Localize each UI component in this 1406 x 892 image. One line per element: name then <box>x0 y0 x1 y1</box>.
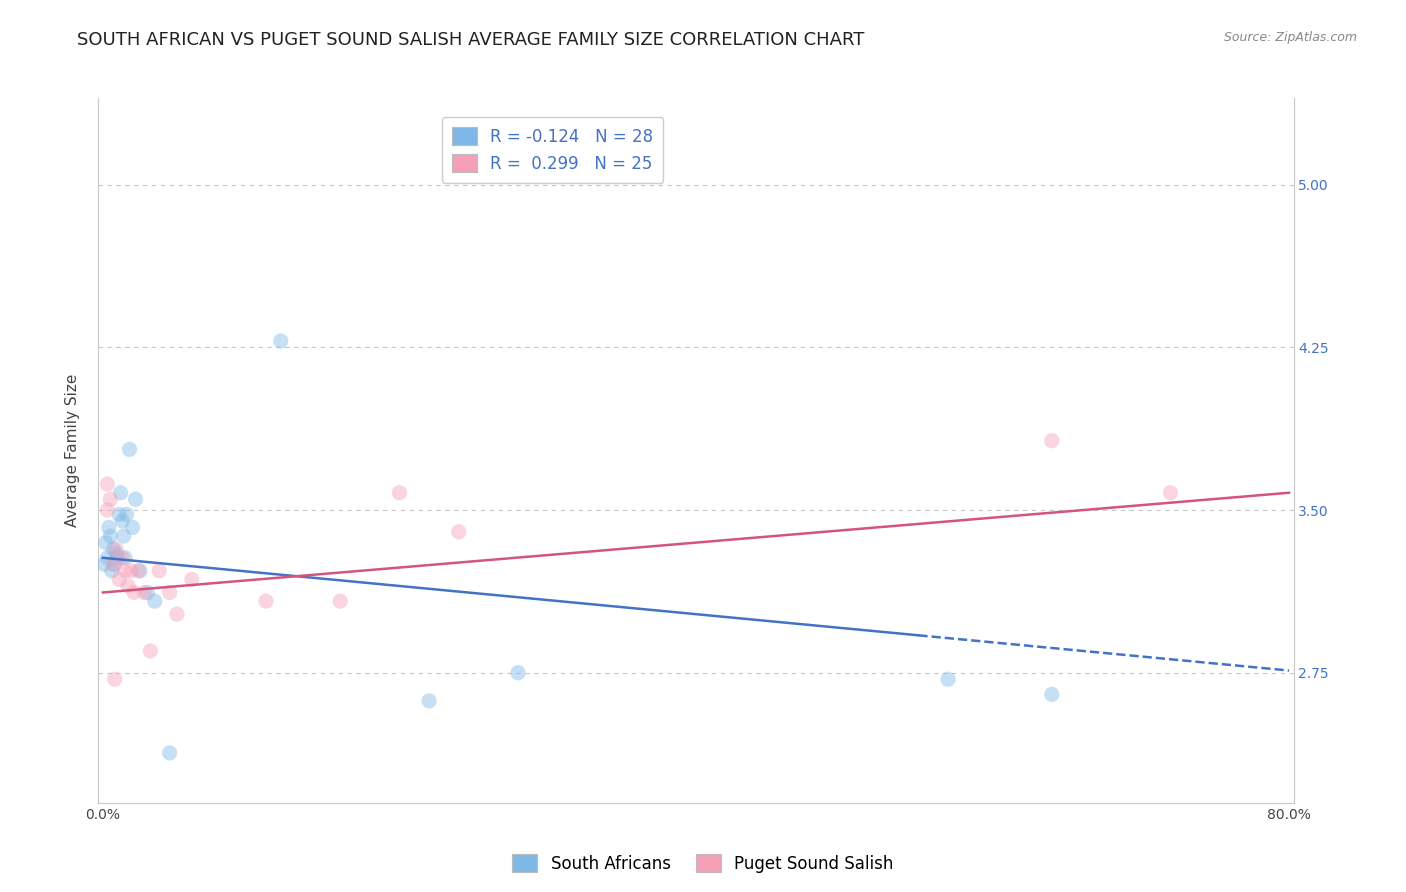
Point <box>96 477 118 491</box>
Point <box>1040 434 1063 448</box>
Point <box>447 524 470 539</box>
Point <box>139 644 162 658</box>
Point <box>1040 687 1063 701</box>
Point <box>110 485 132 500</box>
Legend: R = -0.124   N = 28, R =  0.299   N = 25: R = -0.124 N = 28, R = 0.299 N = 25 <box>441 117 664 183</box>
Point <box>96 550 118 565</box>
Point <box>98 529 121 543</box>
Point <box>104 672 127 686</box>
Point <box>114 550 136 565</box>
Point <box>115 508 138 522</box>
Point <box>270 334 292 348</box>
Point <box>120 564 142 578</box>
Point <box>103 542 125 557</box>
Point <box>166 607 188 622</box>
Point <box>418 694 440 708</box>
Point <box>104 558 127 572</box>
Point <box>329 594 352 608</box>
Point <box>107 550 129 565</box>
Point <box>108 508 131 522</box>
Point <box>100 564 122 578</box>
Point <box>93 558 115 572</box>
Point <box>159 585 181 599</box>
Point <box>121 520 143 534</box>
Y-axis label: Average Family Size: Average Family Size <box>65 374 80 527</box>
Point <box>96 503 118 517</box>
Point <box>97 520 120 534</box>
Point <box>117 579 139 593</box>
Point <box>98 492 121 507</box>
Point <box>129 564 152 578</box>
Point <box>134 585 156 599</box>
Point <box>180 573 202 587</box>
Point <box>105 546 128 560</box>
Legend: South Africans, Puget Sound Salish: South Africans, Puget Sound Salish <box>506 847 900 880</box>
Point <box>124 492 146 507</box>
Point <box>103 558 125 572</box>
Point <box>127 564 149 578</box>
Point <box>111 550 134 565</box>
Point <box>94 535 117 549</box>
Point <box>122 585 145 599</box>
Text: Source: ZipAtlas.com: Source: ZipAtlas.com <box>1223 31 1357 45</box>
Point <box>114 564 136 578</box>
Point <box>112 529 135 543</box>
Point <box>148 564 170 578</box>
Text: SOUTH AFRICAN VS PUGET SOUND SALISH AVERAGE FAMILY SIZE CORRELATION CHART: SOUTH AFRICAN VS PUGET SOUND SALISH AVER… <box>77 31 865 49</box>
Point <box>105 542 128 557</box>
Point <box>111 514 134 528</box>
Point <box>388 485 411 500</box>
Point <box>936 672 959 686</box>
Point <box>136 585 159 599</box>
Point <box>506 665 529 680</box>
Point <box>254 594 277 608</box>
Point <box>108 573 131 587</box>
Point <box>159 746 181 760</box>
Point <box>143 594 166 608</box>
Point <box>1159 485 1181 500</box>
Point <box>118 442 141 457</box>
